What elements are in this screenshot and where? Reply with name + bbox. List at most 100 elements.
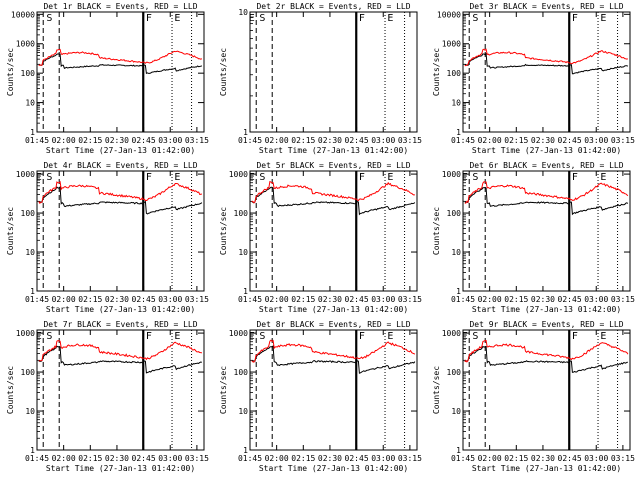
det-2r-flag-label: E <box>249 13 255 24</box>
det-5r-y-axis-label: Counts/sec <box>219 207 228 255</box>
det-7r-x-tick-label: 02:00 <box>52 454 76 463</box>
det-8r-y-tick-label: 1 <box>243 446 248 455</box>
det-7r-x-tick-label: 02:30 <box>105 454 129 463</box>
det-4r-x-tick-label: 02:00 <box>52 295 76 304</box>
det-3r-flag-label: S <box>472 13 478 24</box>
det-4r-plot-frame <box>36 170 205 292</box>
det-5r-x-tick-label: 02:45 <box>345 295 369 304</box>
det-5r-flag-label: E <box>249 172 255 183</box>
det-4r-flag-label: S <box>46 172 52 183</box>
det-6r-x-tick-label: 02:15 <box>504 295 528 304</box>
det-4r-x-tick-label: 02:45 <box>132 295 156 304</box>
det-2r-y-tick-label: 1 <box>243 128 248 137</box>
det-5r-flag-label: S <box>259 172 265 183</box>
det-6r-flag-label: F <box>572 172 578 183</box>
det-1r-y-tick-label: 10000 <box>11 10 35 19</box>
det-5r-series-lld <box>251 180 415 204</box>
det-9r-y-tick-label: 1 <box>456 446 461 455</box>
det-1r-y-tick-label: 1 <box>30 128 35 137</box>
det-2r-flag-label: E <box>387 13 393 24</box>
det-1r-series-lld <box>38 48 203 67</box>
det-1r-flag-label: F <box>146 13 152 24</box>
det-5r-series-events <box>251 186 416 216</box>
det-1r-plot-frame <box>36 11 205 133</box>
det-1r-series-events <box>38 53 203 74</box>
det-2r-x-tick-label: 03:15 <box>398 136 422 145</box>
det-4r-x-tick-label: 02:30 <box>105 295 129 304</box>
det-7r-series-events <box>38 345 203 374</box>
det-5r-x-tick-label: 02:15 <box>291 295 315 304</box>
det-1r-y-tick-label: 1000 <box>16 40 35 49</box>
det-4r-x-axis-label: Start Time (27-Jan-13 01:42:00) <box>46 305 195 314</box>
det-5r-x-tick-label: 02:00 <box>265 295 289 304</box>
det-7r-y-tick-label: 1 <box>30 446 35 455</box>
det-9r-plot-frame <box>462 329 631 451</box>
det-7r-flag-label: S <box>46 331 52 342</box>
det-8r-x-tick-label: 02:15 <box>291 454 315 463</box>
det-6r-y-tick-label: 1000 <box>442 170 461 179</box>
det-4r-y-tick-label: 1 <box>30 287 35 296</box>
det-9r-x-tick-label: 02:45 <box>558 454 582 463</box>
det-3r-y-tick-label: 1000 <box>442 40 461 49</box>
det-7r-x-tick-label: 02:15 <box>78 454 102 463</box>
det-6r-x-tick-label: 03:15 <box>611 295 635 304</box>
det-1r-x-tick-label: 02:45 <box>132 136 156 145</box>
det-7r-flag-label: E <box>36 331 42 342</box>
det-6r-y-tick-label: 1 <box>456 287 461 296</box>
det-5r-y-tick-label: 1000 <box>229 170 248 179</box>
det-9r-x-axis-label: Start Time (27-Jan-13 01:42:00) <box>472 464 621 473</box>
det-8r-y-tick-label: 1000 <box>229 329 248 338</box>
det-2r-x-tick-label: 02:45 <box>345 136 369 145</box>
det-7r-x-axis-label: Start Time (27-Jan-13 01:42:00) <box>46 464 195 473</box>
det-7r-plot-frame <box>36 329 205 451</box>
det-3r-y-tick-label: 10 <box>451 99 461 108</box>
det-6r-plot-frame <box>462 170 631 292</box>
det-8r-flag-label: E <box>249 331 255 342</box>
det-8r-x-tick-label: 01:45 <box>238 454 262 463</box>
det-3r-y-tick-label: 100 <box>447 69 462 78</box>
det-1r-x-axis-label: Start Time (27-Jan-13 01:42:00) <box>46 146 195 155</box>
det-8r-x-tick-label: 03:00 <box>371 454 395 463</box>
det-6r-y-axis-label: Counts/sec <box>432 207 441 255</box>
det-1r-y-tick-label: 10 <box>25 99 35 108</box>
det-1r-x-tick-label: 02:15 <box>78 136 102 145</box>
det-9r-title: Det 9r BLACK = Events, RED = LLD <box>469 320 623 329</box>
det-8r-flag-label: F <box>359 331 365 342</box>
det-8r-y-tick-label: 10 <box>238 407 248 416</box>
det-5r-x-tick-label: 02:30 <box>318 295 342 304</box>
det-8r-y-axis-label: Counts/sec <box>219 366 228 414</box>
det-5r-x-tick-label: 03:00 <box>371 295 395 304</box>
det-2r-x-tick-label: 02:15 <box>291 136 315 145</box>
det-3r-x-axis-label: Start Time (27-Jan-13 01:42:00) <box>472 146 621 155</box>
det-9r-flag-label: E <box>600 331 606 342</box>
det-6r-x-axis-label: Start Time (27-Jan-13 01:42:00) <box>472 305 621 314</box>
det-2r-x-tick-label: 01:45 <box>238 136 262 145</box>
det-4r-y-axis-label: Counts/sec <box>6 207 15 255</box>
det-2r-x-axis-label: Start Time (27-Jan-13 01:42:00) <box>259 146 408 155</box>
det-4r-y-tick-label: 100 <box>21 209 36 218</box>
det-5r-x-axis-label: Start Time (27-Jan-13 01:42:00) <box>259 305 408 314</box>
det-7r-flag-label: F <box>146 331 152 342</box>
det-6r-series-events <box>464 186 629 216</box>
det-1r-x-tick-label: 03:15 <box>185 136 209 145</box>
det-3r-flag-label: F <box>572 13 578 24</box>
det-9r-flag-label: F <box>572 331 578 342</box>
det-9r-x-tick-label: 02:15 <box>504 454 528 463</box>
det-6r-y-tick-label: 100 <box>447 209 462 218</box>
det-2r-x-tick-label: 02:00 <box>265 136 289 145</box>
det-9r-x-tick-label: 03:15 <box>611 454 635 463</box>
det-5r-y-tick-label: 1 <box>243 287 248 296</box>
det-4r-x-tick-label: 03:00 <box>158 295 182 304</box>
det-1r-x-tick-label: 03:00 <box>158 136 182 145</box>
det-6r-y-tick-label: 10 <box>451 248 461 257</box>
det-2r-flag-label: F <box>359 13 365 24</box>
det-5r-x-tick-label: 01:45 <box>238 295 262 304</box>
det-1r-title: Det 1r BLACK = Events, RED = LLD <box>43 2 197 11</box>
det-9r-x-tick-label: 03:00 <box>584 454 608 463</box>
det-7r-x-tick-label: 01:45 <box>25 454 49 463</box>
det-5r-plot-frame <box>249 170 418 292</box>
